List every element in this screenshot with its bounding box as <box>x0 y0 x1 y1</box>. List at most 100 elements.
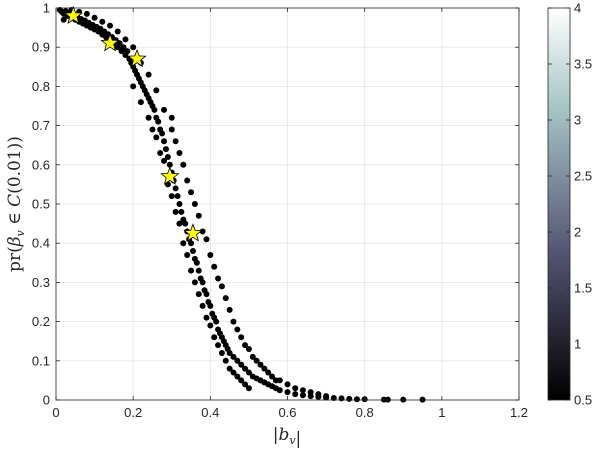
scatter-point <box>207 322 214 329</box>
scatter-point <box>130 83 137 90</box>
scatter-point <box>211 334 218 341</box>
scatter-point <box>137 99 144 106</box>
y-tick-label: 0.3 <box>32 275 50 290</box>
scatter-point <box>299 387 306 394</box>
scatter-point <box>230 318 237 325</box>
scatter-point <box>195 267 202 274</box>
x-tick-label: 1.2 <box>510 405 528 420</box>
scatter-point <box>215 275 222 282</box>
scatter-point <box>164 153 171 160</box>
colorbar-tick-label: 1 <box>574 337 581 352</box>
scatter-point <box>176 150 183 157</box>
scatter-point <box>168 114 175 121</box>
data-points <box>56 5 426 403</box>
scatter-point <box>168 126 175 133</box>
scatter-point <box>168 193 175 200</box>
scatter-point <box>226 349 233 356</box>
x-axis-label: |bv| <box>273 425 302 449</box>
scatter-point <box>242 342 249 349</box>
scatter-point <box>238 361 245 368</box>
scatter-point <box>238 334 245 341</box>
scatter-point <box>151 106 158 113</box>
scatter-point <box>323 393 330 400</box>
scatter-point <box>276 387 283 394</box>
y-tick-label: 0.4 <box>32 236 50 251</box>
scatter-point <box>178 208 185 215</box>
scatter-point <box>245 385 252 392</box>
scatter-point <box>222 295 229 302</box>
y-tick-label: 0.8 <box>32 79 50 94</box>
scatter-point <box>166 161 173 168</box>
scatter-point <box>188 189 195 196</box>
scatter-point <box>83 10 90 17</box>
scatter-point <box>346 395 353 402</box>
colorbar-tick-label: 3.5 <box>574 57 592 72</box>
y-axis-ticks: 0 0.1 0.2 0.3 0.4 0.5 0.6 0.7 0.8 0.9 1 <box>32 1 519 408</box>
scatter-point <box>161 157 168 164</box>
highlight-star <box>63 5 83 25</box>
scatter-point <box>60 16 67 23</box>
scatter-point <box>203 236 210 243</box>
scatter-point <box>172 185 179 192</box>
colorbar-tick-label: 3 <box>574 113 581 128</box>
scatter-point <box>226 306 233 313</box>
scatter-point <box>245 346 252 353</box>
scatter-point <box>203 291 210 298</box>
scatter-point <box>174 193 181 200</box>
y-tick-label: 0.5 <box>32 197 50 212</box>
scatter-point <box>292 385 299 392</box>
y-axis-label: pr(βv ∈ C(0.01)) <box>5 136 27 272</box>
y-tick-label: 0.9 <box>32 40 50 55</box>
scatter-point <box>215 342 222 349</box>
scatter-point <box>284 389 291 396</box>
scatter-point <box>199 228 206 235</box>
y-tick-label: 0.1 <box>32 353 50 368</box>
scatter-point <box>157 150 164 157</box>
scatter-point <box>159 130 166 137</box>
scatter-point <box>203 314 210 321</box>
scatter-point <box>122 36 129 43</box>
colorbar-tick-label: 4 <box>574 1 581 16</box>
colorbar <box>547 7 571 401</box>
highlight-star <box>127 48 147 68</box>
scatter-point <box>195 291 202 298</box>
colorbar-ticks: 0.5 1 1.5 2 2.5 3 3.5 4 <box>548 1 592 408</box>
scatter-point <box>176 220 183 227</box>
x-tick-label: 1 <box>438 405 445 420</box>
scatter-point <box>249 353 256 360</box>
scatter-point <box>162 146 169 153</box>
highlight-star <box>183 223 203 242</box>
scatter-point <box>188 267 195 274</box>
scatter-point <box>269 373 276 380</box>
y-tick-label: 0.2 <box>32 314 50 329</box>
scatter-point <box>195 212 202 219</box>
scatter-point <box>261 365 268 372</box>
colorbar-tick-label: 2.5 <box>574 169 592 184</box>
scatter-point <box>107 22 114 29</box>
y-tick-label: 0 <box>43 393 50 408</box>
scatter-point <box>230 369 237 376</box>
x-tick-label: 0.2 <box>124 405 142 420</box>
scatter-point <box>242 381 249 388</box>
scatter-point <box>338 395 345 402</box>
scatter-point <box>176 201 183 207</box>
scatter-point <box>226 365 233 372</box>
colorbar-tick-label: 1.5 <box>574 281 592 296</box>
x-tick-label: 0.8 <box>356 405 374 420</box>
scatter-point <box>120 44 127 51</box>
scatter-point <box>114 28 121 35</box>
scatter-point <box>265 369 272 376</box>
scatter-point <box>207 302 214 309</box>
scatter-point <box>116 40 123 47</box>
scatter-point <box>161 106 168 113</box>
scatter-point <box>230 353 237 360</box>
scatter-point <box>199 302 206 309</box>
scatter-point <box>153 134 160 141</box>
scatter-point <box>234 357 241 364</box>
scatter-point <box>234 326 241 333</box>
scatter-point <box>299 392 306 399</box>
scatter-point <box>222 357 229 364</box>
scatter-point <box>155 118 162 125</box>
scatter-point <box>153 87 160 94</box>
scatter-point <box>188 240 195 247</box>
